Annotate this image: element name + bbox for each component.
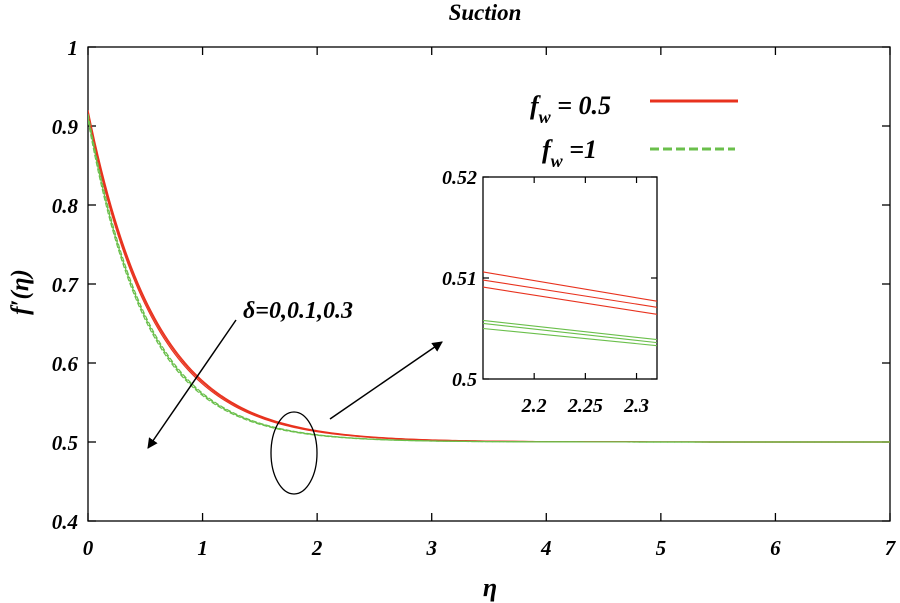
- x-tick-label: 6: [770, 536, 781, 560]
- x-tick-label: 0: [83, 536, 94, 560]
- inset-y-tick-label: 0.5: [452, 369, 477, 391]
- series-line-5: [88, 117, 890, 443]
- legend: fw = 0.5 fw =1: [530, 91, 738, 171]
- inset-y-tick-label: 0.52: [442, 167, 477, 189]
- series-line-6: [88, 120, 890, 443]
- zoom-ellipse: [270, 411, 318, 495]
- y-tick-label: 0.6: [52, 352, 79, 376]
- delta-arrow: [147, 319, 237, 449]
- inset-x-tick-label: 2.2: [521, 395, 547, 417]
- main-series-group: [88, 110, 890, 443]
- x-tick-label: 7: [885, 536, 897, 560]
- x-tick-label: 2: [311, 536, 323, 560]
- main-axes-ticks: 0 1 2 3 4 5 6 7 0.4 0.5 0.6 0.7 0.8 0.9 1: [52, 36, 897, 560]
- y-tick-label: 0.9: [52, 115, 79, 139]
- x-tick-label: 5: [656, 536, 667, 560]
- inset-x-tick-label: 2.3: [623, 395, 649, 417]
- inset-axes-ticks: 2.2 2.25 2.3 0.5 0.51 0.52: [442, 167, 657, 417]
- y-tick-label: 0.4: [52, 510, 78, 534]
- x-tick-label: 4: [540, 536, 552, 560]
- inset-series-line-6: [483, 327, 657, 347]
- inset-series-group: [483, 271, 657, 347]
- legend-entry-2-label: fw =1: [542, 135, 597, 171]
- inset-series-line-3: [483, 286, 657, 315]
- legend-entry-1-label: fw = 0.5: [530, 91, 611, 127]
- inset-series-line-2: [483, 279, 657, 308]
- inset-y-tick-label: 0.51: [442, 268, 477, 290]
- inset-series-line-1: [483, 271, 657, 302]
- y-tick-label: 1: [68, 36, 79, 60]
- x-tick-label: 1: [197, 536, 208, 560]
- inset-series-line-5: [483, 322, 657, 344]
- inset-series-line-4: [483, 319, 657, 341]
- x-axis-label: η: [483, 573, 497, 602]
- inset-x-tick-label: 2.25: [567, 395, 603, 417]
- chart-title: Suction: [449, 0, 522, 25]
- y-tick-label: 0.7: [52, 273, 80, 297]
- delta-annotation: δ=0,0.1,0.3: [243, 298, 353, 324]
- x-tick-label: 3: [425, 536, 437, 560]
- y-tick-label: 0.5: [52, 431, 78, 455]
- inset-frame: [482, 176, 658, 380]
- zoom-arrow: [329, 341, 443, 420]
- y-axis-label: f′(η): [7, 269, 34, 315]
- y-tick-label: 0.8: [52, 194, 79, 218]
